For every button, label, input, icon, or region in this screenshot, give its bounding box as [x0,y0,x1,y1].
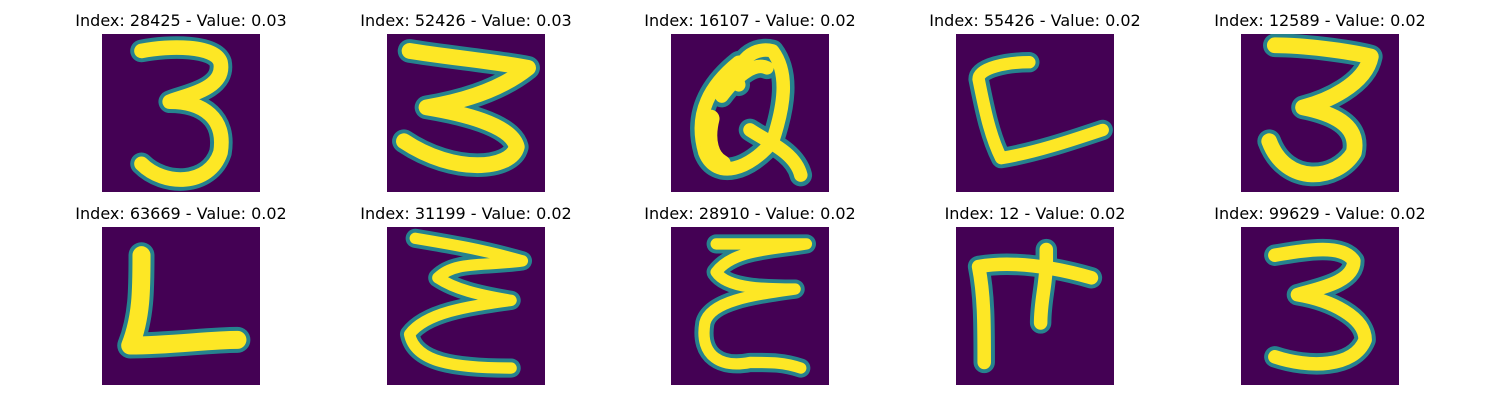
thumbnail-image-digit-3-wide [387,34,545,192]
panel-title: Index: 28425 - Value: 0.03 [75,11,287,30]
thumbnail-image-letter-a-like [671,34,829,192]
panel-title: Index: 12 - Value: 0.02 [944,204,1126,223]
panel-title: Index: 16107 - Value: 0.02 [644,11,856,30]
thumbnail-image-letter-c-like [956,34,1114,192]
thumbnail-image-digit-3 [102,34,260,192]
thumbnail-image-letter-f-like [956,227,1114,385]
panel-title: Index: 99629 - Value: 0.02 [1214,204,1426,223]
thumbnail-image-letter-l [102,227,260,385]
thumbnail-image-digit-3 [1241,227,1399,385]
panel-title: Index: 52426 - Value: 0.03 [360,11,572,30]
panel-title: Index: 12589 - Value: 0.02 [1214,11,1426,30]
panel-title: Index: 31199 - Value: 0.02 [360,204,572,223]
panel-title: Index: 28910 - Value: 0.02 [644,204,856,223]
panel-title: Index: 55426 - Value: 0.02 [929,11,1141,30]
panel-title: Index: 63669 - Value: 0.02 [75,204,287,223]
thumbnail-image-letter-e-like [671,227,829,385]
thumbnail-image-digit-3 [1241,34,1399,192]
thumbnail-image-letter-e-like [387,227,545,385]
